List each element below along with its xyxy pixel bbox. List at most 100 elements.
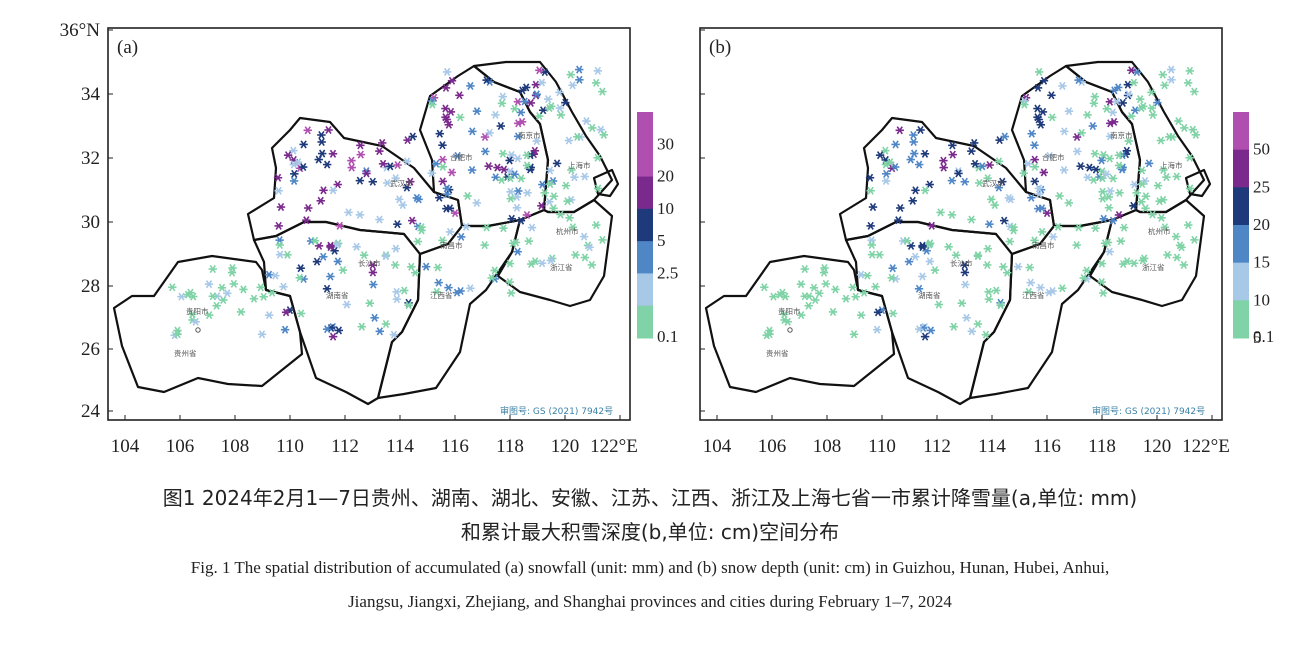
station-marker	[191, 317, 200, 326]
label-nanchang: 南昌市	[1032, 240, 1055, 250]
station-marker	[1045, 151, 1054, 160]
station-marker	[506, 187, 515, 196]
station-marker	[555, 104, 564, 113]
colorbar-a: 30 20 10 5 2.5 0.1	[637, 112, 678, 346]
station-marker	[523, 188, 532, 197]
station-marker	[289, 146, 298, 155]
colorbar-label: 15	[1253, 253, 1270, 272]
station-marker	[538, 106, 548, 115]
station-marker	[1158, 70, 1167, 79]
station-marker	[482, 223, 491, 232]
station-marker	[1188, 125, 1198, 134]
station-marker	[947, 176, 957, 185]
station-marker	[1090, 92, 1099, 101]
colorbar-label: 50	[1253, 140, 1270, 159]
station-marker	[532, 90, 541, 99]
station-marker	[412, 193, 422, 202]
station-marker	[1027, 193, 1036, 202]
station-marker	[356, 141, 365, 150]
colorbar-label: 20	[1253, 215, 1270, 234]
station-marker	[593, 153, 602, 162]
station-marker	[911, 252, 920, 261]
station-marker	[1190, 87, 1199, 96]
colorbar-label: 10	[657, 199, 674, 218]
station-marker	[1160, 223, 1170, 232]
station-marker	[556, 110, 566, 119]
station-marker	[527, 223, 537, 232]
station-marker	[1036, 283, 1045, 292]
y-tick-label: 36°N	[60, 20, 101, 41]
station-marker	[499, 165, 509, 174]
station-marker	[960, 261, 969, 270]
station-marker	[960, 177, 969, 186]
capital-dot-guiyang-b	[787, 327, 793, 333]
y-tick-label: 24	[81, 401, 101, 422]
station-marker	[1180, 123, 1189, 132]
station-marker	[760, 283, 769, 292]
station-marker	[1163, 250, 1172, 259]
map-frame-b	[699, 27, 1223, 421]
station-marker	[1114, 83, 1123, 92]
station-marker	[239, 285, 248, 294]
station-marker	[497, 175, 506, 185]
station-marker	[939, 163, 948, 172]
station-marker	[568, 223, 578, 232]
station-marker	[1030, 162, 1040, 171]
station-marker	[841, 294, 851, 303]
station-marker	[228, 263, 237, 273]
label-shanghai: 上海市	[1160, 160, 1183, 170]
station-marker	[570, 173, 579, 182]
colorbar-label: 20	[657, 167, 674, 186]
station-marker	[356, 150, 365, 159]
station-marker	[279, 282, 288, 291]
station-marker	[369, 280, 378, 289]
station-marker	[510, 170, 519, 179]
station-marker	[293, 158, 303, 167]
axis-ticks: 36°N 34 32 30 28 26 24 104 104 106 106 108 108 110 110…	[60, 20, 1230, 457]
station-marker	[891, 140, 900, 149]
station-marker	[417, 226, 426, 235]
station-marker	[177, 292, 186, 301]
station-marker	[552, 159, 562, 168]
x-tick-label: 106	[758, 436, 787, 457]
station-marker	[957, 299, 967, 308]
station-marker	[868, 203, 878, 212]
station-marker	[537, 78, 547, 87]
station-marker	[467, 166, 477, 175]
station-marker	[368, 177, 377, 186]
station-marker	[283, 151, 293, 160]
station-marker	[485, 128, 494, 137]
station-marker	[856, 270, 866, 279]
station-marker	[1033, 113, 1042, 122]
station-marker	[911, 186, 920, 195]
station-marker	[506, 174, 515, 183]
station-marker	[1037, 227, 1047, 236]
station-marker	[402, 157, 412, 166]
station-marker	[1005, 237, 1015, 246]
station-marker	[1053, 222, 1063, 231]
station-marker	[507, 214, 516, 223]
station-marker	[1185, 184, 1195, 193]
station-marker	[1129, 78, 1139, 87]
x-tick-label: 114	[386, 436, 414, 457]
station-marker	[393, 160, 402, 170]
colorbar-band	[637, 305, 653, 339]
station-marker	[505, 156, 514, 165]
station-marker	[888, 264, 897, 273]
x-tick-label: 118	[1088, 436, 1116, 457]
station-marker	[1088, 121, 1098, 131]
x-tick-label: 106	[166, 436, 195, 457]
station-marker	[992, 286, 1001, 295]
station-marker	[848, 283, 857, 292]
station-marker	[452, 288, 462, 297]
station-marker	[593, 184, 603, 193]
station-marker	[920, 332, 930, 341]
station-marker	[375, 147, 384, 156]
station-marker	[936, 208, 945, 217]
station-marker	[579, 232, 589, 241]
station-marker	[1172, 253, 1182, 262]
station-marker	[375, 327, 384, 336]
station-marker	[323, 325, 332, 334]
station-marker	[319, 252, 328, 261]
station-marker	[954, 169, 963, 178]
